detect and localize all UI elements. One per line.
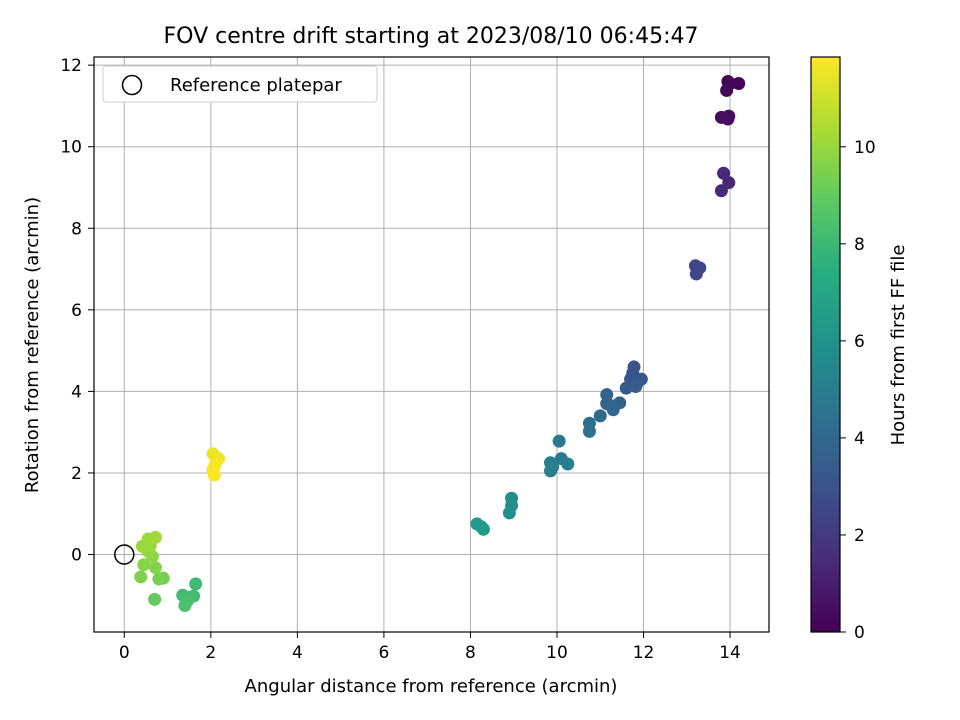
- data-point: [552, 434, 566, 448]
- colorbar-tick-label: 0: [854, 623, 865, 643]
- legend-box: [102, 65, 378, 103]
- x-tick-label: 8: [465, 643, 476, 663]
- x-tick-label: 14: [719, 643, 741, 663]
- y-tick-label: 4: [71, 382, 82, 402]
- data-point: [629, 380, 643, 394]
- y-tick-label: 8: [71, 219, 82, 239]
- data-point: [606, 403, 620, 417]
- x-tick-label: 0: [119, 643, 130, 663]
- data-point: [137, 558, 151, 572]
- data-point: [189, 577, 203, 591]
- data-point: [714, 184, 728, 198]
- data-point: [502, 506, 516, 520]
- x-tick-label: 6: [378, 643, 389, 663]
- colorbar-tick-label: 8: [854, 235, 865, 255]
- legend: Reference platepar: [102, 65, 378, 103]
- colorbar-ticks: 0 2 4 6 8 10: [840, 138, 876, 643]
- data-point: [689, 267, 703, 281]
- x-tick-label: 10: [546, 643, 568, 663]
- scatter-points: [134, 74, 746, 612]
- data-point: [720, 83, 734, 97]
- colorbar-label: Hours from first FF file: [888, 245, 909, 446]
- plot-frame: [93, 56, 770, 633]
- chart-title: FOV centre drift starting at 2023/08/10 …: [164, 24, 699, 49]
- data-point: [178, 598, 192, 612]
- data-point: [593, 409, 607, 423]
- legend-entry-label: Reference platepar: [170, 75, 342, 96]
- data-point: [721, 112, 735, 126]
- data-point: [207, 468, 221, 482]
- colorbar-gradient: [810, 56, 841, 633]
- y-tick-label: 12: [60, 56, 82, 76]
- colorbar-tick-label: 10: [854, 138, 876, 158]
- y-tick-label: 2: [71, 464, 82, 484]
- x-tick-label: 12: [633, 643, 655, 663]
- y-axis-ticks: 0 2 4 6 8 10 12: [60, 56, 94, 566]
- y-tick-label: 10: [60, 138, 82, 158]
- y-tick-label: 6: [71, 301, 82, 321]
- data-point: [148, 592, 162, 606]
- data-point: [561, 457, 575, 471]
- data-point: [600, 388, 614, 402]
- legend-reference-marker: [121, 74, 143, 96]
- x-axis-ticks: 0 2 4 6 8 10 12 14: [119, 632, 741, 663]
- colorbar-tick-label: 4: [854, 429, 865, 449]
- data-point: [476, 522, 490, 536]
- x-tick-label: 4: [292, 643, 303, 663]
- data-point: [582, 424, 596, 438]
- data-point: [134, 570, 148, 584]
- colorbar-tick-label: 6: [854, 332, 865, 352]
- y-axis-label: Rotation from reference (arcmin): [22, 197, 43, 493]
- data-point: [543, 464, 557, 478]
- reference-platepar-marker: [114, 544, 135, 565]
- data-point: [148, 530, 162, 544]
- x-tick-label: 2: [205, 643, 216, 663]
- colorbar: 0 2 4 6 8 10 Hours from first FF file: [810, 56, 909, 643]
- y-tick-label: 0: [71, 546, 82, 566]
- data-point: [152, 572, 166, 586]
- data-point: [148, 561, 162, 575]
- x-axis-label: Angular distance from reference (arcmin): [245, 676, 618, 697]
- colorbar-tick-label: 2: [854, 526, 865, 546]
- grid-lines: [94, 57, 769, 632]
